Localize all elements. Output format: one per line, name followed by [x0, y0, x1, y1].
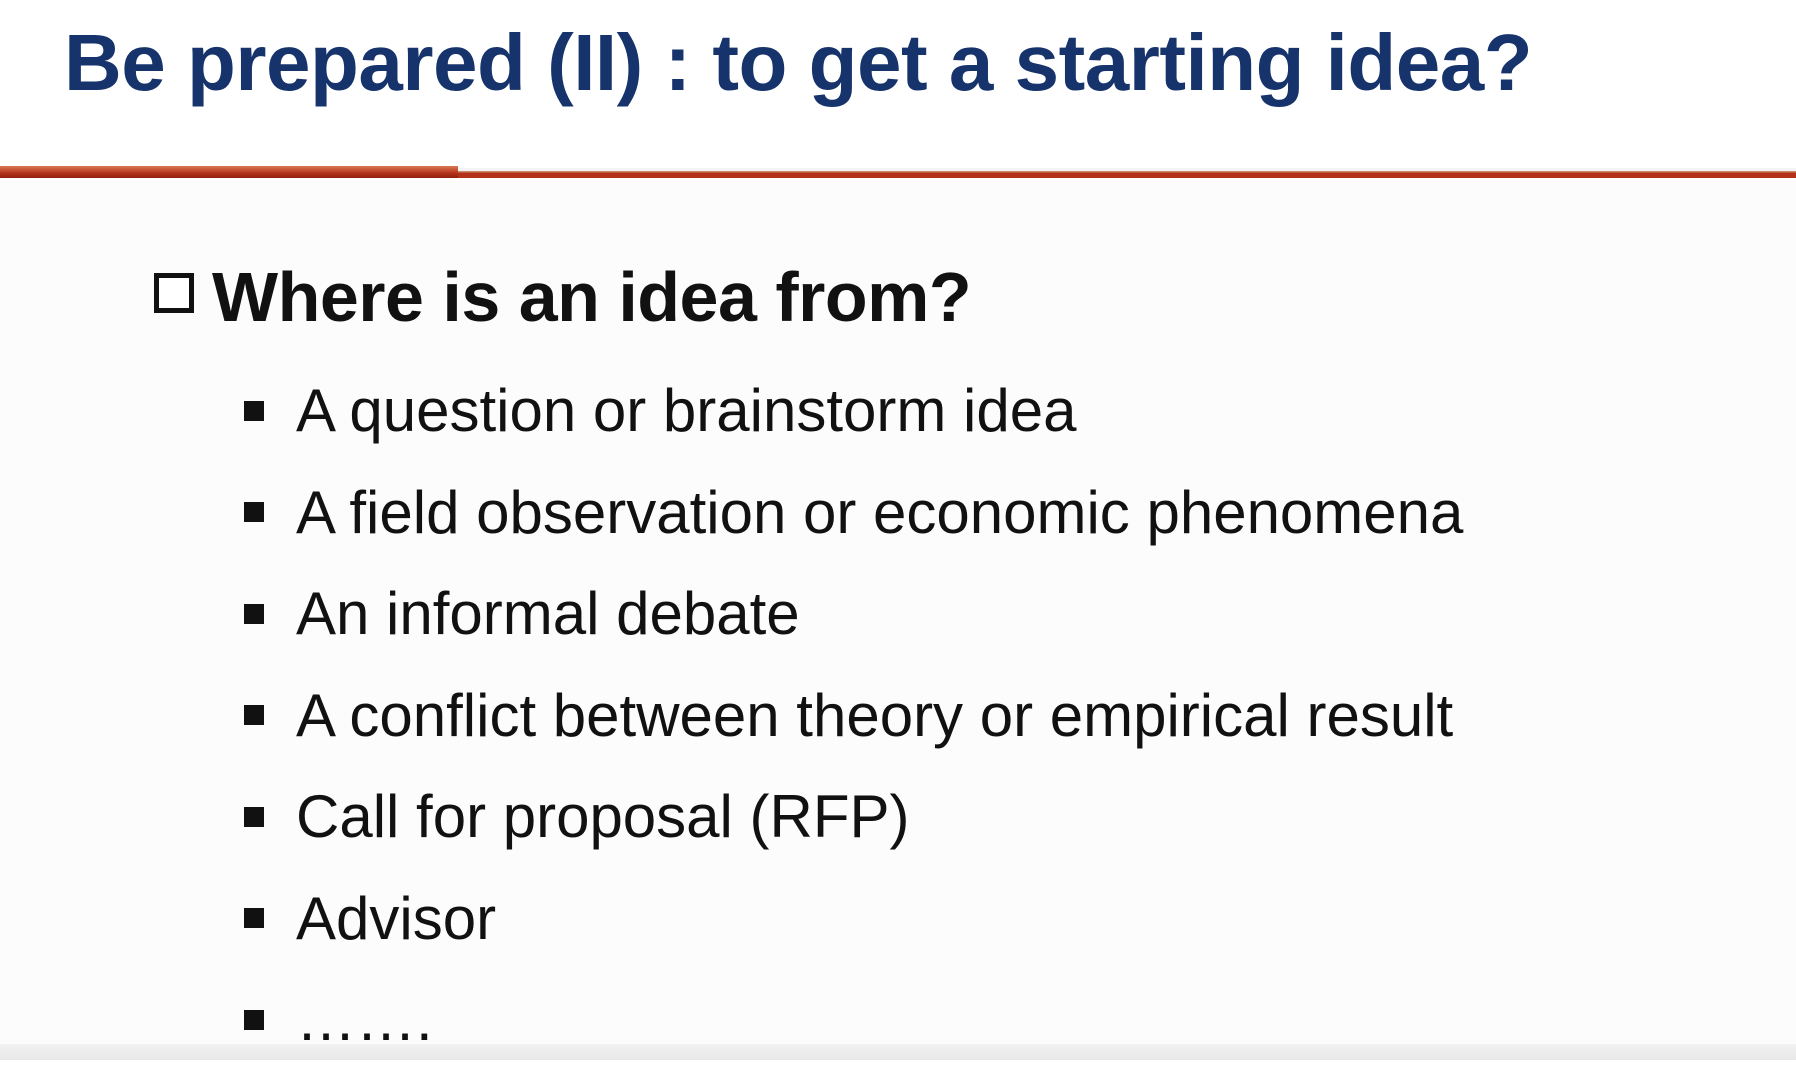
- square-bullet-icon: [244, 1009, 264, 1030]
- bottom-edge: [0, 1044, 1796, 1060]
- checkbox-icon: [154, 273, 202, 321]
- bullet-text: An informal debate: [296, 580, 800, 648]
- square-bullet-icon: [244, 502, 264, 523]
- slide-body: [0, 180, 1796, 1060]
- square-bullet-icon: [244, 908, 264, 929]
- bullet-text: A conflict between theory or empirical r…: [296, 681, 1454, 749]
- title-divider: [0, 164, 1796, 180]
- list-item: An informal debate: [244, 563, 1463, 665]
- list-item: Call for proposal (RFP): [244, 766, 1463, 868]
- divider-accent-left: [0, 166, 458, 178]
- square-bullet-icon: [244, 400, 264, 421]
- square-bullet-icon: [244, 705, 264, 726]
- square-bullet-icon: [244, 806, 264, 827]
- slide-title: Be prepared (II) : to get a starting ide…: [64, 18, 1533, 107]
- list-item: A field observation or economic phenomen…: [244, 462, 1463, 564]
- list-item: A question or brainstorm idea: [244, 360, 1463, 462]
- bullet-text: …….: [296, 986, 433, 1054]
- square-bullet-icon: [244, 603, 264, 624]
- bullet-text: Call for proposal (RFP): [296, 783, 910, 851]
- bullet-text: A field observation or economic phenomen…: [296, 478, 1464, 546]
- divider-accent-right: [458, 168, 1796, 178]
- bullet-list: A question or brainstorm idea A field ob…: [244, 360, 1463, 1071]
- list-item: A conflict between theory or empirical r…: [244, 665, 1463, 767]
- section-heading: Where is an idea from?: [154, 252, 972, 342]
- list-item: …….: [244, 969, 1463, 1071]
- bullet-text: Advisor: [296, 884, 497, 952]
- section-heading-text: Where is an idea from?: [212, 258, 972, 336]
- bullet-text: A question or brainstorm idea: [296, 377, 1077, 445]
- list-item: Advisor: [244, 868, 1463, 970]
